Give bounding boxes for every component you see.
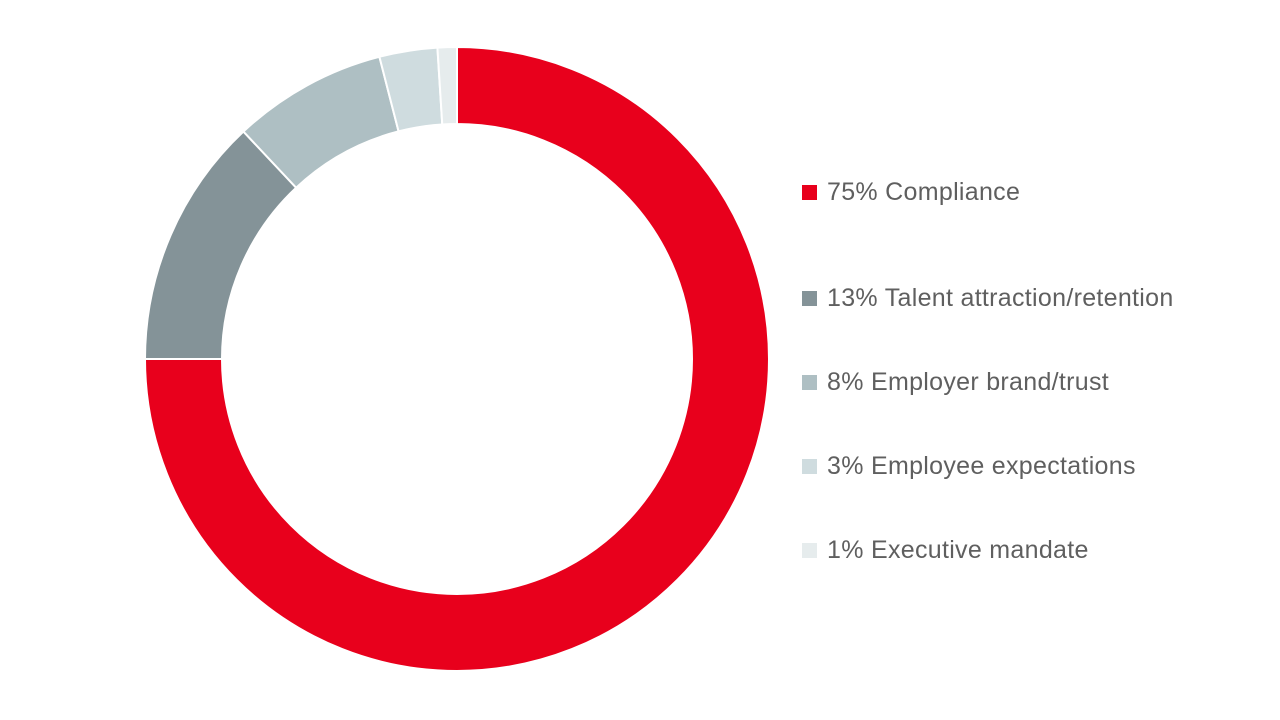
donut-slice-1 [143,45,770,672]
legend-label: 3% Employee expectations [827,451,1136,480]
legend-swatch [802,374,817,390]
legend-swatch [802,542,817,558]
legend-item-4: 3% Employee expectations [802,424,1174,508]
legend-item-2: 13% Talent attraction/retention [802,256,1174,340]
legend-label: 1% Executive mandate [827,535,1089,564]
legend-label: 8% Employer brand/trust [827,367,1110,396]
legend-swatch [802,290,817,306]
chart-legend: 75% Compliance 13% Talent attraction/rete… [802,172,1174,592]
legend-item-5: 1% Executive mandate [802,508,1174,592]
legend-label: 75% Compliance [827,177,1021,206]
legend-swatch [802,184,817,200]
legend-item-3: 8% Employer brand/trust [802,340,1174,424]
donut-slice-5 [436,45,458,126]
donut-slice-2 [143,130,298,360]
legend-swatch [802,458,817,474]
legend-item-1: 75% Compliance [802,172,1174,212]
legend-label: 13% Talent attraction/retention [827,283,1174,312]
